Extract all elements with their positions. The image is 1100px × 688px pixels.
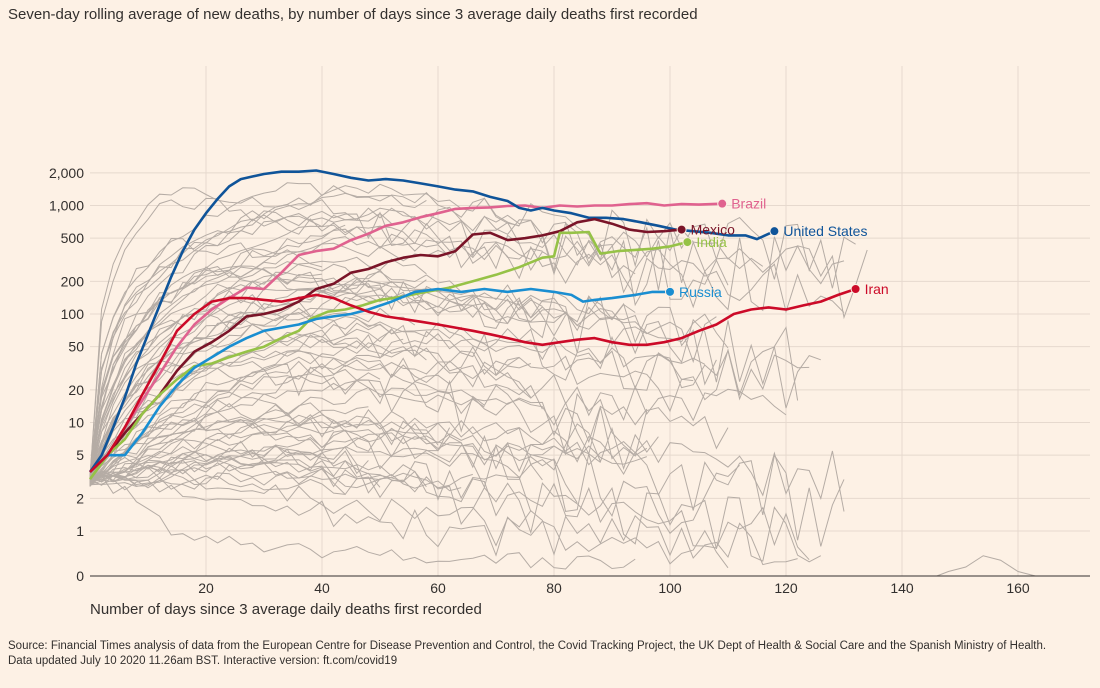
y-tick-label: 50 [68,339,84,355]
other-countries-lines [89,182,1036,577]
country-line-gray [89,391,659,482]
source-line-1: Source: Financial Times analysis of data… [8,640,1047,652]
country-line-gray [89,479,729,569]
series-line-brazil [89,201,723,473]
y-tick-label: 1 [76,523,84,539]
chart-subtitle: Seven-day rolling average of new deaths,… [8,6,698,23]
series-label: Mexico [691,222,736,238]
country-line-gray [89,447,381,488]
country-line-gray [89,182,856,484]
country-line-gray [89,261,392,483]
country-line-gray [89,192,427,482]
country-line-gray [89,277,543,486]
country-line-gray [89,318,810,487]
country-line-gray [89,313,392,475]
country-line-gray [89,420,740,535]
series-end-dot [676,224,687,235]
country-line-gray [89,290,416,483]
y-tick-label: 10 [68,415,84,431]
country-line-gray [89,417,578,504]
x-tick-label: 60 [430,580,446,596]
country-line-gray [89,287,729,483]
country-line-gray [89,265,323,475]
country-line-gray [89,458,810,561]
country-line-gray [89,475,798,566]
series-end-dot [665,286,675,297]
country-line-gray [89,452,822,563]
x-tick-label: 40 [314,580,330,596]
source-note: Source: Financial Times analysis of data… [8,639,1046,669]
series-end-dot [850,283,861,294]
series-label: United States [783,223,867,239]
source-line-2: Data updated July 10 2020 11.26am BST. I… [8,655,398,667]
x-tick-label: 80 [546,580,562,596]
series-end-dot [769,226,780,237]
country-line-gray [89,307,520,486]
country-line-gray [89,367,729,479]
x-tick-label: 120 [774,580,798,596]
country-line-gray [89,183,520,474]
y-tick-label: 500 [61,230,85,246]
country-line-gray [89,324,404,487]
series-label: India [696,234,727,250]
country-line-gray [89,236,845,476]
x-tick-label: 160 [1006,580,1030,596]
country-line-gray [89,474,346,495]
country-line-gray [89,207,845,475]
x-axis-title: Number of days since 3 average daily dea… [90,601,482,618]
series-line-united-states [88,169,775,473]
series-end-dot [717,198,728,209]
series-label: Russia [679,284,722,300]
y-tick-label: 2,000 [49,165,84,181]
country-line-gray [89,242,450,482]
country-line-gray [89,387,648,485]
series-line-india [88,230,688,480]
country-line-gray [89,418,334,477]
series-line-russia [89,287,670,473]
country-line-gray [89,402,845,547]
series-line-mexico [89,217,682,473]
series-end-dot [682,237,693,248]
series-line-iran [89,287,857,473]
axes: 20 40 60 80 100 120 140 160 0 1 2 5 10 20 50 100 200 500 1… [49,165,1090,596]
country-line-gray [89,328,706,476]
y-tick-label: 5 [76,447,84,463]
country-line-gray [89,379,485,482]
country-line-gray [89,287,799,483]
y-tick-label: 1,000 [49,198,84,214]
series-label: Iran [865,281,889,297]
x-tick-label: 20 [198,580,214,596]
country-line-gray [89,187,868,478]
country-line-gray [89,350,532,486]
country-line-gray [89,450,473,494]
country-line-gray [89,439,427,488]
y-tick-label: 100 [61,306,85,322]
x-tick-label: 140 [890,580,914,596]
country-line-gray [89,218,636,487]
country-line-gray [89,360,381,484]
y-tick-label: 2 [76,490,84,506]
country-line-gray [89,415,845,512]
y-tick-label: 200 [61,273,85,289]
x-tick-label: 100 [658,580,682,596]
country-line-gray [89,346,694,477]
country-line-gray [89,342,427,481]
country-line-gray [89,237,323,482]
series-label: Brazil [731,196,766,212]
y-tick-label: 20 [68,382,84,398]
country-line-gray [89,279,427,478]
country-line-gray [89,474,636,570]
country-line-gray [89,256,427,482]
country-line-gray [89,275,567,477]
country-line-gray [936,555,1036,577]
y-tick-label: 0 [76,568,84,584]
country-line-gray [89,464,381,489]
